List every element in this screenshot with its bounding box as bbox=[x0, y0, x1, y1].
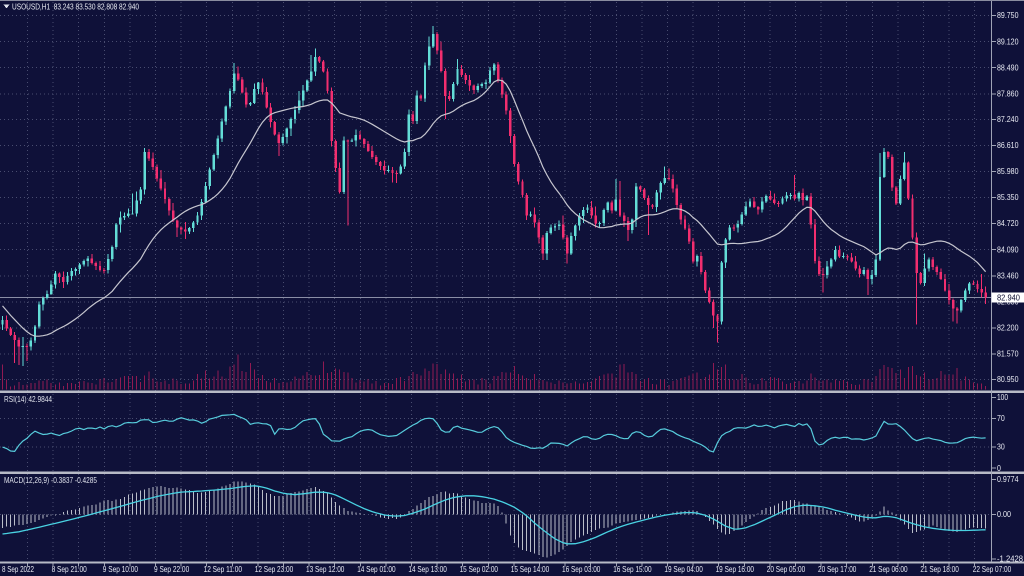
svg-text:13 Sep 12:00: 13 Sep 12:00 bbox=[306, 565, 345, 574]
svg-text:85.350: 85.350 bbox=[997, 193, 1019, 202]
svg-text:RSI(14) 42.9844: RSI(14) 42.9844 bbox=[4, 395, 53, 404]
svg-text:81.570: 81.570 bbox=[997, 350, 1019, 359]
svg-text:16 Sep 15:00: 16 Sep 15:00 bbox=[613, 565, 652, 574]
svg-text:100: 100 bbox=[997, 393, 1009, 402]
svg-text:15 Sep 02:00: 15 Sep 02:00 bbox=[460, 565, 499, 574]
svg-text:87.860: 87.860 bbox=[997, 89, 1019, 98]
svg-text:82.940: 82.940 bbox=[997, 293, 1021, 302]
svg-text:87.240: 87.240 bbox=[997, 115, 1019, 124]
svg-text:MACD(12,26,9) -0.3837 -0.4285: MACD(12,26,9) -0.3837 -0.4285 bbox=[4, 476, 98, 485]
svg-text:89.750: 89.750 bbox=[997, 11, 1019, 20]
svg-text:30: 30 bbox=[997, 443, 1005, 452]
svg-text:USOUSD,H1 83.243 83.530 82.80: USOUSD,H1 83.243 83.530 82.808 82.940 bbox=[12, 3, 140, 12]
svg-text:89.120: 89.120 bbox=[997, 37, 1019, 46]
svg-text:20 Sep 05:00: 20 Sep 05:00 bbox=[767, 565, 806, 574]
svg-text:14 Sep 13:00: 14 Sep 13:00 bbox=[408, 565, 447, 574]
svg-text:16 Sep 03:00: 16 Sep 03:00 bbox=[562, 565, 601, 574]
svg-text:86.610: 86.610 bbox=[997, 141, 1019, 150]
svg-text:22 Sep 07:00: 22 Sep 07:00 bbox=[973, 565, 1012, 574]
svg-text:12 Sep 11:00: 12 Sep 11:00 bbox=[204, 565, 243, 574]
svg-text:88.490: 88.490 bbox=[997, 63, 1019, 72]
svg-text:84.090: 84.090 bbox=[997, 245, 1019, 254]
svg-text:19 Sep 16:00: 19 Sep 16:00 bbox=[716, 565, 755, 574]
svg-text:83.460: 83.460 bbox=[997, 271, 1019, 280]
svg-text:20 Sep 17:00: 20 Sep 17:00 bbox=[818, 565, 857, 574]
svg-text:0.00: 0.00 bbox=[997, 510, 1012, 519]
svg-text:84.720: 84.720 bbox=[997, 219, 1019, 228]
svg-text:14 Sep 01:00: 14 Sep 01:00 bbox=[357, 565, 396, 574]
svg-text:12 Sep 23:00: 12 Sep 23:00 bbox=[255, 565, 294, 574]
svg-text:8 Sep 2022: 8 Sep 2022 bbox=[2, 565, 34, 574]
svg-text:19 Sep 04:00: 19 Sep 04:00 bbox=[664, 565, 703, 574]
svg-text:70: 70 bbox=[997, 414, 1005, 423]
svg-text:0: 0 bbox=[997, 464, 1001, 473]
svg-text:21 Sep 18:00: 21 Sep 18:00 bbox=[920, 565, 959, 574]
svg-text:9 Sep 22:00: 9 Sep 22:00 bbox=[154, 565, 190, 574]
svg-text:0.9774: 0.9774 bbox=[997, 475, 1019, 484]
svg-text:80.950: 80.950 bbox=[997, 375, 1019, 384]
svg-text:82.200: 82.200 bbox=[997, 324, 1019, 333]
svg-text:8 Sep 21:00: 8 Sep 21:00 bbox=[52, 565, 88, 574]
svg-text:-1.2428: -1.2428 bbox=[997, 555, 1023, 564]
svg-text:9 Sep 10:00: 9 Sep 10:00 bbox=[103, 565, 139, 574]
svg-text:21 Sep 06:00: 21 Sep 06:00 bbox=[869, 565, 908, 574]
svg-text:85.980: 85.980 bbox=[997, 167, 1019, 176]
svg-text:15 Sep 14:00: 15 Sep 14:00 bbox=[511, 565, 550, 574]
